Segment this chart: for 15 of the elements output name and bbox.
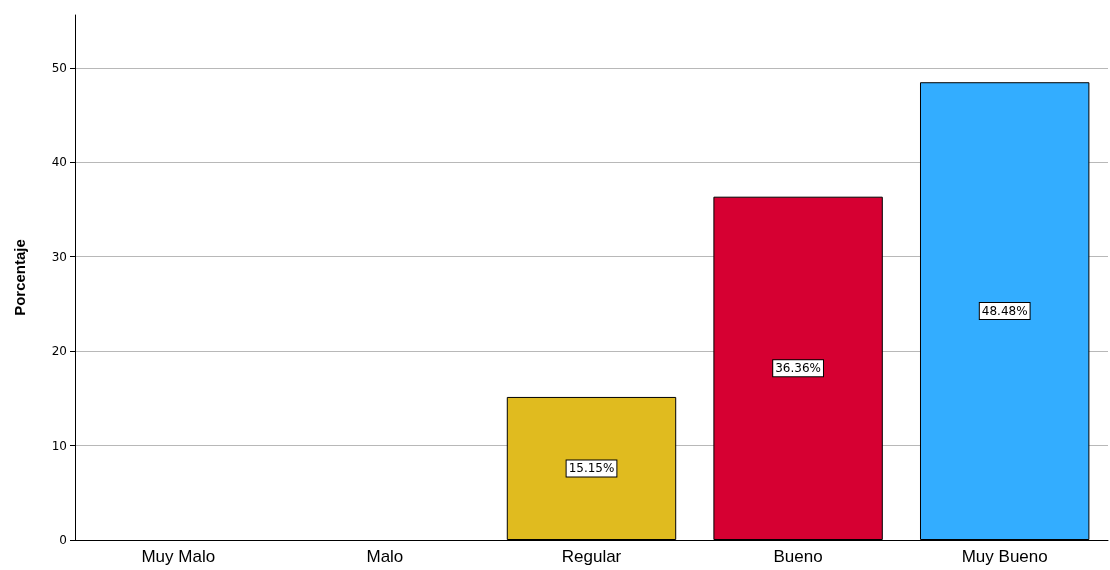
x-tick-label: Muy Malo: [141, 547, 216, 566]
y-tick-label: 0: [59, 533, 67, 547]
y-tick-label: 20: [51, 344, 67, 359]
x-tick-label: Regular: [561, 547, 622, 566]
x-tick-label: Muy Bueno: [961, 547, 1048, 566]
data-label: 36.36%: [775, 361, 821, 376]
x-tick-label: Malo: [366, 547, 404, 566]
y-tick-label: 50: [51, 60, 67, 75]
y-tick-label: 10: [51, 438, 67, 453]
x-tick-label: Bueno: [773, 547, 823, 566]
y-tick-label: 40: [51, 155, 67, 170]
data-label: 48.48%: [981, 304, 1028, 319]
y-tick-label: 30: [51, 249, 67, 264]
data-label: 15.15%: [568, 461, 615, 476]
y-axis-title: Porcentaje: [11, 239, 28, 316]
